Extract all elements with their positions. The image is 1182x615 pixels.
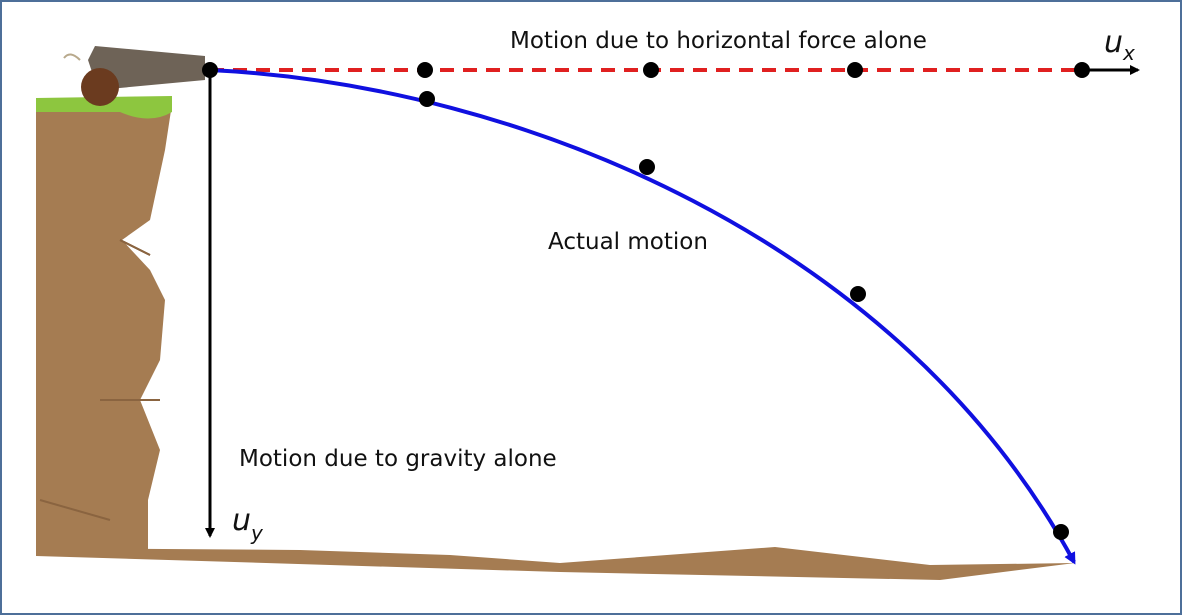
dot [639,159,655,175]
dot [419,91,435,107]
fuse [63,53,81,61]
ux-symbol: ux [1104,25,1135,65]
dot [1074,62,1090,78]
gravity-label: Motion due to gravity alone [239,446,557,472]
grass [36,96,172,119]
ground [36,547,1075,580]
position-dots [202,62,1090,540]
horizontal-label: Motion due to horizontal force alone [510,28,927,54]
cannon-wheel [81,68,119,106]
trajectory [209,68,1076,565]
dot [643,62,659,78]
dot [202,62,218,78]
dot [847,62,863,78]
subscript: x [1122,41,1135,65]
symbol: u [232,503,251,538]
dot [417,62,433,78]
uy-symbol: uy [232,503,264,545]
dot [1053,524,1069,540]
symbol: u [1104,25,1123,60]
dot [850,286,866,302]
cliff-crack [39,239,160,521]
cannon-barrel [88,46,205,90]
cliff [36,104,172,552]
actual-label: Actual motion [548,229,708,255]
subscript: y [250,521,264,545]
